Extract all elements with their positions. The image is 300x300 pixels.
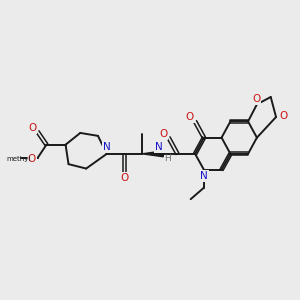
Text: O: O <box>186 112 194 122</box>
Polygon shape <box>142 151 163 157</box>
Text: O: O <box>279 110 287 121</box>
Text: O: O <box>28 123 36 133</box>
Text: N: N <box>155 142 163 152</box>
Text: O: O <box>120 173 129 183</box>
Text: N: N <box>103 142 111 152</box>
Text: O: O <box>159 129 167 139</box>
Text: O: O <box>252 94 260 104</box>
Text: methyl: methyl <box>6 155 30 161</box>
Text: H: H <box>164 154 171 163</box>
Text: O: O <box>28 154 36 164</box>
Text: N: N <box>200 171 208 181</box>
